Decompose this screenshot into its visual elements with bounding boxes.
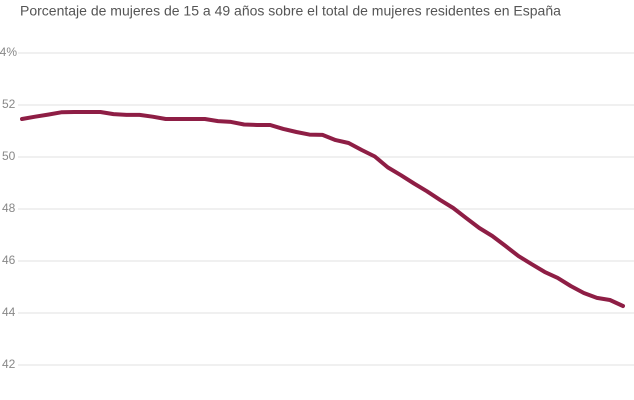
data-line	[20, 110, 625, 308]
y-tick-label: 44	[2, 305, 16, 319]
y-tick-label: 46	[2, 253, 16, 267]
y-tick-label: 52	[2, 97, 16, 111]
y-tick-label: 50	[2, 149, 16, 163]
y-tick-label: 48	[2, 201, 16, 215]
y-tick-label: 54%	[0, 45, 17, 59]
chart-title: Porcentaje de mujeres de 15 a 49 años so…	[20, 3, 561, 19]
y-tick-label: 42	[2, 357, 16, 371]
